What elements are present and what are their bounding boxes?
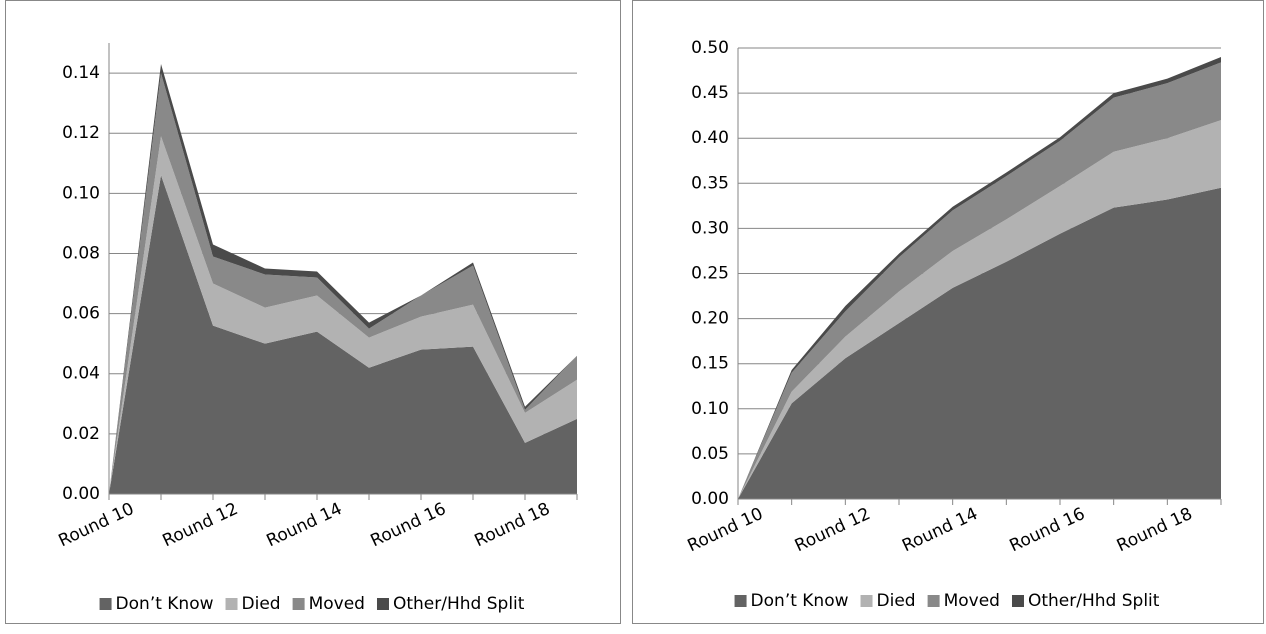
y-tick-label: 0.20 <box>691 309 729 329</box>
legend-label: Moved <box>944 591 1000 611</box>
legend-swatch <box>860 595 873 607</box>
legend-label: Don’t Know <box>751 591 849 611</box>
y-tick-label: 0.10 <box>691 399 729 419</box>
y-tick-label: 0.45 <box>691 83 729 103</box>
y-tick-label: 0.14 <box>62 63 100 83</box>
legend-swatch <box>927 595 940 607</box>
y-tick-label: 0.00 <box>691 489 729 509</box>
area <box>738 187 1221 499</box>
y-tick-label: 0.04 <box>62 364 100 384</box>
y-tick-label: 0.08 <box>62 243 100 263</box>
area <box>109 136 577 494</box>
area <box>109 175 577 494</box>
legend-label: Died <box>242 594 281 614</box>
y-tick-label: 0.35 <box>691 173 729 193</box>
legend-swatch <box>99 598 112 610</box>
y-tick-label: 0.30 <box>691 218 729 238</box>
legend-label: Died <box>877 591 916 611</box>
y-tick-label: 0.12 <box>62 123 100 143</box>
legend-label: Moved <box>309 594 365 614</box>
legend-swatch <box>1011 595 1024 607</box>
legend-label: Don’t Know <box>116 594 214 614</box>
y-tick-label: 0.06 <box>62 304 100 324</box>
legend-swatch <box>292 598 305 610</box>
area <box>109 73 577 495</box>
y-tick-label: 0.40 <box>691 128 729 148</box>
y-tick-label: 0.50 <box>691 38 729 58</box>
y-tick-label: 0.02 <box>62 424 100 444</box>
legend-label: Other/Hhd Split <box>1028 591 1160 611</box>
area <box>109 64 577 495</box>
area <box>738 62 1221 499</box>
legend-swatch <box>734 595 747 607</box>
y-tick-label: 0.25 <box>691 264 729 284</box>
legend-swatch <box>225 598 238 610</box>
y-tick-label: 0.05 <box>691 444 729 464</box>
y-tick-label: 0.10 <box>62 183 100 203</box>
legend-label: Other/Hhd Split <box>393 594 525 614</box>
legend-swatch <box>376 598 389 610</box>
area <box>738 120 1221 499</box>
y-tick-label: 0.00 <box>62 484 100 504</box>
y-tick-label: 0.15 <box>691 354 729 374</box>
